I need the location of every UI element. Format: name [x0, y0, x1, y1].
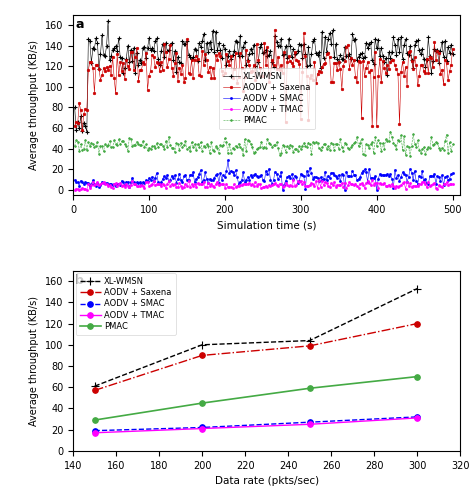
Line: AODV + TMAC: AODV + TMAC [92, 415, 420, 436]
XL-WMSN [294, 50, 299, 56]
PMAC [224, 140, 229, 146]
PMAC [92, 417, 98, 423]
PMAC [438, 147, 443, 153]
AODV + Saxena [272, 27, 278, 33]
AODV + Saxena [438, 71, 443, 77]
Y-axis label: Average throughput (KB/s): Average throughput (KB/s) [29, 40, 39, 170]
AODV + SMAC [230, 169, 236, 174]
AODV + SMAC [72, 177, 77, 183]
Legend: XL-WMSN, AODV + Saxena, AODV + SMAC, AODV + TMAC, PMAC: XL-WMSN, AODV + Saxena, AODV + SMAC, AOD… [76, 273, 176, 335]
PMAC [333, 141, 338, 147]
PMAC [307, 385, 312, 391]
AODV + TMAC [414, 415, 420, 421]
PMAC [228, 150, 234, 156]
Line: XL-WMSN: XL-WMSN [91, 285, 421, 391]
Line: AODV + SMAC: AODV + SMAC [74, 159, 454, 191]
Line: XL-WMSN: XL-WMSN [72, 18, 455, 134]
AODV + SMAC [224, 169, 229, 174]
PMAC [407, 153, 413, 159]
XL-WMSN [307, 338, 312, 343]
AODV + TMAC [436, 182, 442, 188]
PMAC [134, 139, 140, 145]
PMAC [450, 141, 455, 147]
X-axis label: Data rate (pkts/sec): Data rate (pkts/sec) [215, 476, 319, 486]
AODV + Saxena [294, 57, 299, 63]
AODV + TMAC [307, 421, 312, 427]
AODV + Saxena [135, 78, 141, 84]
XL-WMSN [84, 129, 90, 135]
X-axis label: Simulation time (s): Simulation time (s) [217, 220, 316, 230]
XL-WMSN [72, 104, 77, 110]
XL-WMSN [105, 18, 111, 24]
XL-WMSN [199, 342, 205, 348]
AODV + Saxena [450, 46, 455, 51]
AODV + TMAC [290, 177, 296, 183]
AODV + Saxena [307, 343, 312, 349]
Line: AODV + SMAC: AODV + SMAC [92, 414, 420, 434]
AODV + TMAC [335, 182, 340, 188]
AODV + SMAC [199, 424, 205, 430]
Text: a: a [75, 18, 84, 31]
AODV + SMAC [225, 158, 231, 164]
Legend: XL-WMSN, AODV + Saxena, AODV + SMAC, AODV + TMAC, PMAC: XL-WMSN, AODV + Saxena, AODV + SMAC, AOD… [219, 68, 314, 129]
XL-WMSN [227, 48, 232, 54]
AODV + Saxena [199, 352, 205, 358]
Line: PMAC: PMAC [73, 130, 455, 158]
Line: AODV + Saxena: AODV + Saxena [92, 321, 420, 393]
AODV + Saxena [79, 127, 85, 133]
XL-WMSN [336, 59, 342, 65]
AODV + SMAC [280, 187, 286, 193]
AODV + TMAC [92, 430, 98, 436]
XL-WMSN [92, 383, 98, 389]
PMAC [290, 148, 296, 154]
AODV + SMAC [450, 170, 455, 176]
AODV + TMAC [199, 426, 205, 432]
AODV + Saxena [225, 58, 231, 64]
Text: b: b [75, 274, 84, 287]
Line: AODV + TMAC: AODV + TMAC [74, 178, 454, 191]
AODV + Saxena [336, 59, 342, 65]
Line: PMAC: PMAC [92, 374, 420, 423]
AODV + SMAC [134, 179, 140, 185]
XL-WMSN [231, 48, 237, 54]
XL-WMSN [414, 286, 420, 292]
AODV + TMAC [224, 181, 229, 187]
PMAC [414, 374, 420, 380]
AODV + TMAC [134, 183, 140, 189]
AODV + TMAC [72, 187, 77, 193]
PMAC [72, 143, 77, 149]
AODV + TMAC [228, 184, 234, 190]
AODV + SMAC [92, 428, 98, 434]
Line: AODV + Saxena: AODV + Saxena [74, 29, 454, 131]
AODV + Saxena [414, 320, 420, 326]
XL-WMSN [137, 57, 143, 63]
AODV + SMAC [438, 178, 443, 184]
AODV + Saxena [92, 388, 98, 393]
AODV + TMAC [450, 181, 455, 187]
AODV + SMAC [294, 174, 299, 180]
PMAC [388, 128, 393, 134]
XL-WMSN [450, 51, 455, 57]
AODV + SMAC [336, 172, 342, 178]
XL-WMSN [438, 48, 443, 54]
AODV + SMAC [414, 414, 420, 420]
Y-axis label: Average throughput (KB/s): Average throughput (KB/s) [29, 295, 39, 426]
AODV + SMAC [307, 419, 312, 425]
AODV + Saxena [230, 75, 236, 81]
PMAC [199, 400, 205, 406]
AODV + TMAC [316, 177, 322, 183]
AODV + Saxena [72, 122, 77, 128]
